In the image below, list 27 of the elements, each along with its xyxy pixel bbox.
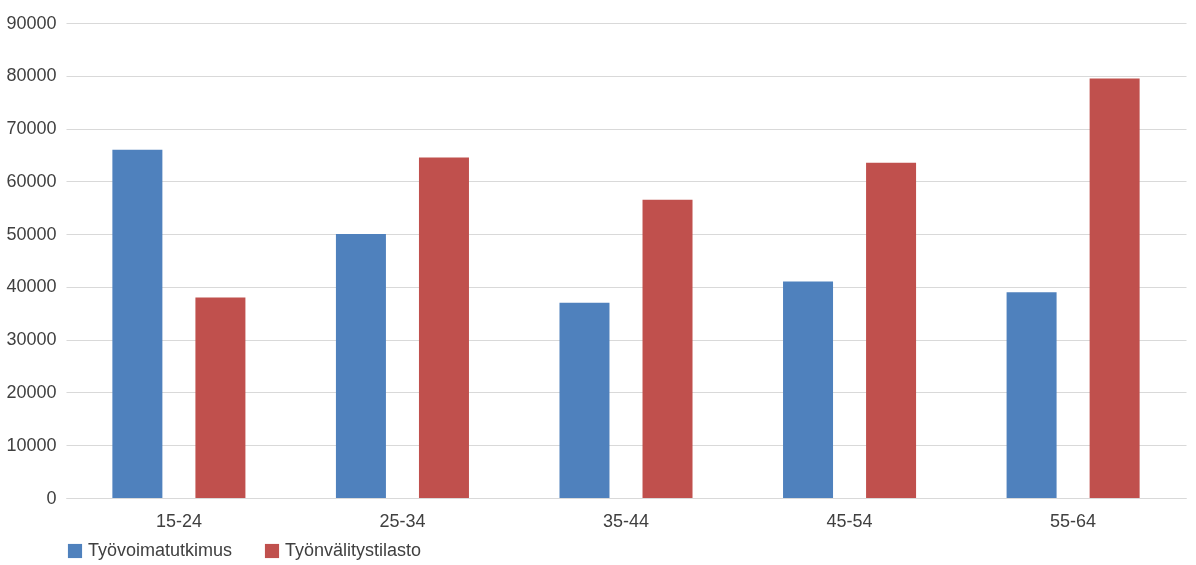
- y-tick-label: 70000: [6, 118, 57, 139]
- y-tick-label: 60000: [6, 170, 57, 191]
- bar: [195, 297, 246, 498]
- bar: [112, 149, 163, 498]
- y-tick-label: 10000: [6, 434, 57, 455]
- bar: [335, 234, 386, 498]
- y-tick-label: 0: [46, 487, 57, 508]
- bar: [642, 199, 693, 498]
- x-tick-label: 35-44: [602, 510, 650, 531]
- y-tick-label: 30000: [6, 329, 57, 350]
- y-tick-label: 40000: [6, 276, 57, 297]
- y-tick-label: 50000: [6, 223, 57, 244]
- x-tick-label: 45-54: [826, 510, 873, 531]
- x-tick-label: 25-34: [379, 510, 426, 531]
- bar: [418, 157, 469, 498]
- bar: [1089, 78, 1140, 498]
- x-tick-label: 55-64: [1050, 510, 1097, 531]
- y-tick-label: 90000: [6, 12, 57, 33]
- y-tick-label: 20000: [6, 381, 57, 402]
- bar: [866, 162, 917, 498]
- bar: [559, 302, 610, 498]
- y-tick-label: 80000: [6, 65, 57, 86]
- x-tick-label: 15-24: [155, 510, 202, 531]
- legend-label: Työvoimatutkimus: [88, 540, 233, 560]
- bar: [783, 281, 834, 498]
- bar: [1006, 292, 1057, 498]
- legend-label: Työnvälitystilasto: [285, 540, 422, 560]
